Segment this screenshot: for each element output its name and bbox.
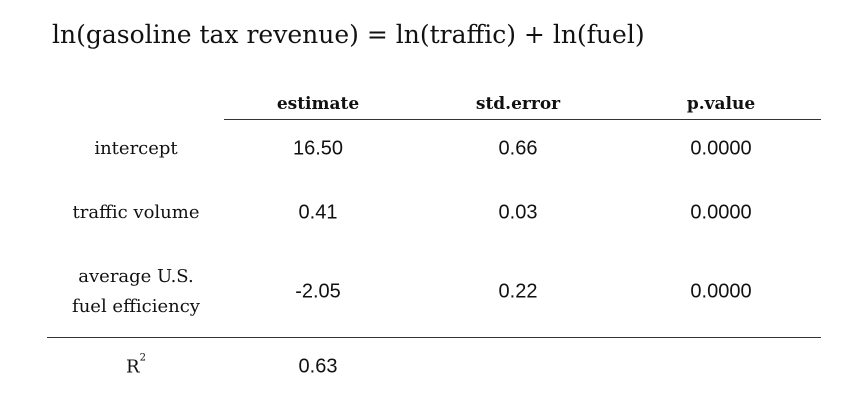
std-error-traffic-volume: 0.03 xyxy=(498,201,538,224)
row-label-fuel-efficiency: average U.S. fuel efficiency xyxy=(72,262,200,322)
r-squared-superscript: 2 xyxy=(139,352,146,364)
row-label-traffic-volume: traffic volume xyxy=(72,202,200,223)
footer-rule xyxy=(47,337,821,338)
header-rule xyxy=(224,119,821,120)
row-label-fuel-efficiency-line1: average U.S. xyxy=(78,266,194,287)
estimate-intercept: 16.50 xyxy=(292,137,344,160)
p-value-fuel-efficiency: 0.0000 xyxy=(690,280,752,303)
estimate-fuel-efficiency: -2.05 xyxy=(295,280,341,303)
column-header-estimate: estimate xyxy=(276,94,360,114)
row-label-intercept: intercept xyxy=(94,138,178,159)
std-error-intercept: 0.66 xyxy=(498,137,538,160)
r-squared-letter: R xyxy=(126,356,140,378)
p-value-traffic-volume: 0.0000 xyxy=(690,201,752,224)
column-header-std-error: std.error xyxy=(475,94,561,114)
r-squared-label: R2 xyxy=(126,353,146,378)
std-error-fuel-efficiency: 0.22 xyxy=(498,280,538,303)
row-label-fuel-efficiency-line2: fuel efficiency xyxy=(72,296,200,317)
equation-title: ln(gasoline tax revenue) = ln(traffic) +… xyxy=(52,20,645,49)
r-squared-value: 0.63 xyxy=(298,355,338,378)
estimate-traffic-volume: 0.41 xyxy=(298,201,338,224)
p-value-intercept: 0.0000 xyxy=(690,137,752,160)
column-header-p-value: p.value xyxy=(686,94,756,114)
